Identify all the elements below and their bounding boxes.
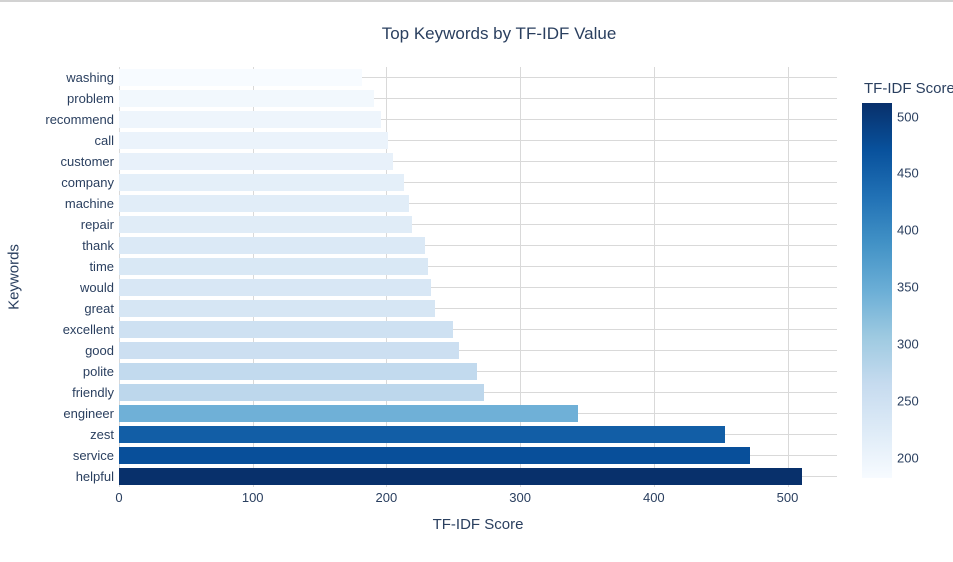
gridline-y-problem	[119, 98, 837, 99]
gridline-x-200	[386, 67, 388, 487]
bar-great[interactable]	[119, 300, 435, 317]
y-tick-label-service: service	[72, 448, 114, 463]
gridline-y-thank	[119, 245, 837, 246]
y-tick-label-zest: zest	[90, 427, 114, 442]
y-tick-label-polite: polite	[82, 364, 114, 379]
bar-service[interactable]	[119, 447, 751, 464]
colorbar	[862, 103, 892, 478]
chart-title: Top Keywords by TF-IDF Value	[381, 24, 617, 43]
bar-time[interactable]	[119, 258, 428, 275]
x-tick-label-400: 400	[642, 490, 665, 505]
colorbar-tick-label-500: 500	[897, 109, 919, 125]
x-tick-label-100: 100	[241, 490, 264, 505]
bar-recommend[interactable]	[119, 111, 382, 128]
bar-friendly[interactable]	[119, 384, 485, 401]
bar-would[interactable]	[119, 279, 431, 296]
gridline-y-company	[119, 182, 837, 183]
y-tick-label-machine: machine	[64, 196, 114, 211]
y-tick-label-would: would	[80, 280, 114, 295]
gridline-y-machine	[119, 203, 837, 204]
colorbar-tick-label-300: 300	[897, 336, 919, 352]
y-tick-label-friendly: friendly	[72, 385, 114, 400]
colorbar-tick-label-250: 250	[897, 393, 919, 409]
y-tick-label-great: great	[84, 301, 114, 316]
top-border-line	[0, 0, 953, 2]
gridline-y-polite	[119, 371, 837, 372]
gridline-x-500	[787, 67, 789, 487]
bar-company[interactable]	[119, 174, 404, 191]
bar-thank[interactable]	[119, 237, 426, 254]
gridline-y-good	[119, 350, 837, 351]
x-tick-label-300: 300	[509, 490, 531, 505]
x-tick-label-200: 200	[375, 490, 398, 505]
x-tick-label-500: 500	[776, 490, 799, 505]
bar-call[interactable]	[119, 132, 388, 149]
gridline-y-washing	[119, 77, 837, 78]
colorbar-tick-label-350: 350	[897, 279, 919, 295]
y-tick-label-problem: problem	[67, 91, 114, 106]
y-tick-label-repair: repair	[80, 217, 114, 232]
gridline-y-excellent	[119, 329, 837, 330]
y-tick-label-call: call	[94, 133, 114, 148]
bar-repair[interactable]	[119, 216, 412, 233]
gridline-y-great	[119, 308, 837, 309]
bar-problem[interactable]	[119, 90, 375, 107]
bar-engineer[interactable]	[119, 405, 578, 422]
gridline-y-time	[119, 266, 837, 267]
gridline-y-recommend	[119, 119, 837, 120]
colorbar-tick-label-450: 450	[897, 165, 919, 181]
gridline-x-0	[119, 67, 120, 487]
y-tick-label-washing: washing	[66, 70, 114, 85]
y-tick-label-helpful: helpful	[75, 469, 114, 484]
gridline-x-300	[520, 67, 522, 487]
y-tick-label-recommend: recommend	[45, 112, 114, 127]
bar-polite[interactable]	[119, 363, 478, 380]
y-tick-label-time: time	[89, 259, 114, 274]
bar-machine[interactable]	[119, 195, 410, 212]
bar-excellent[interactable]	[119, 321, 454, 338]
y-tick-label-customer: customer	[60, 154, 114, 169]
bar-washing[interactable]	[119, 69, 363, 86]
y-tick-label-good: good	[85, 343, 114, 358]
gridline-x-100	[252, 67, 254, 487]
x-tick-label-0: 0	[115, 490, 123, 505]
x-axis-title: TF-IDF Score	[432, 516, 524, 533]
bar-zest[interactable]	[119, 426, 725, 443]
colorbar-title: TF-IDF Score	[864, 80, 953, 97]
y-tick-label-company: company	[61, 175, 114, 190]
y-tick-label-engineer: engineer	[63, 406, 114, 421]
gridline-y-would	[119, 287, 837, 288]
bar-helpful[interactable]	[119, 468, 803, 485]
gridline-y-call	[119, 140, 837, 141]
y-tick-label-excellent: excellent	[62, 322, 114, 337]
colorbar-tick-label-400: 400	[897, 222, 919, 238]
colorbar-tick-label-200: 200	[897, 450, 919, 466]
gridline-x-400	[653, 67, 655, 487]
bar-good[interactable]	[119, 342, 459, 359]
bar-customer[interactable]	[119, 153, 394, 170]
gridline-y-customer	[119, 161, 837, 162]
gridline-y-repair	[119, 224, 837, 225]
y-tick-label-thank: thank	[82, 238, 114, 253]
